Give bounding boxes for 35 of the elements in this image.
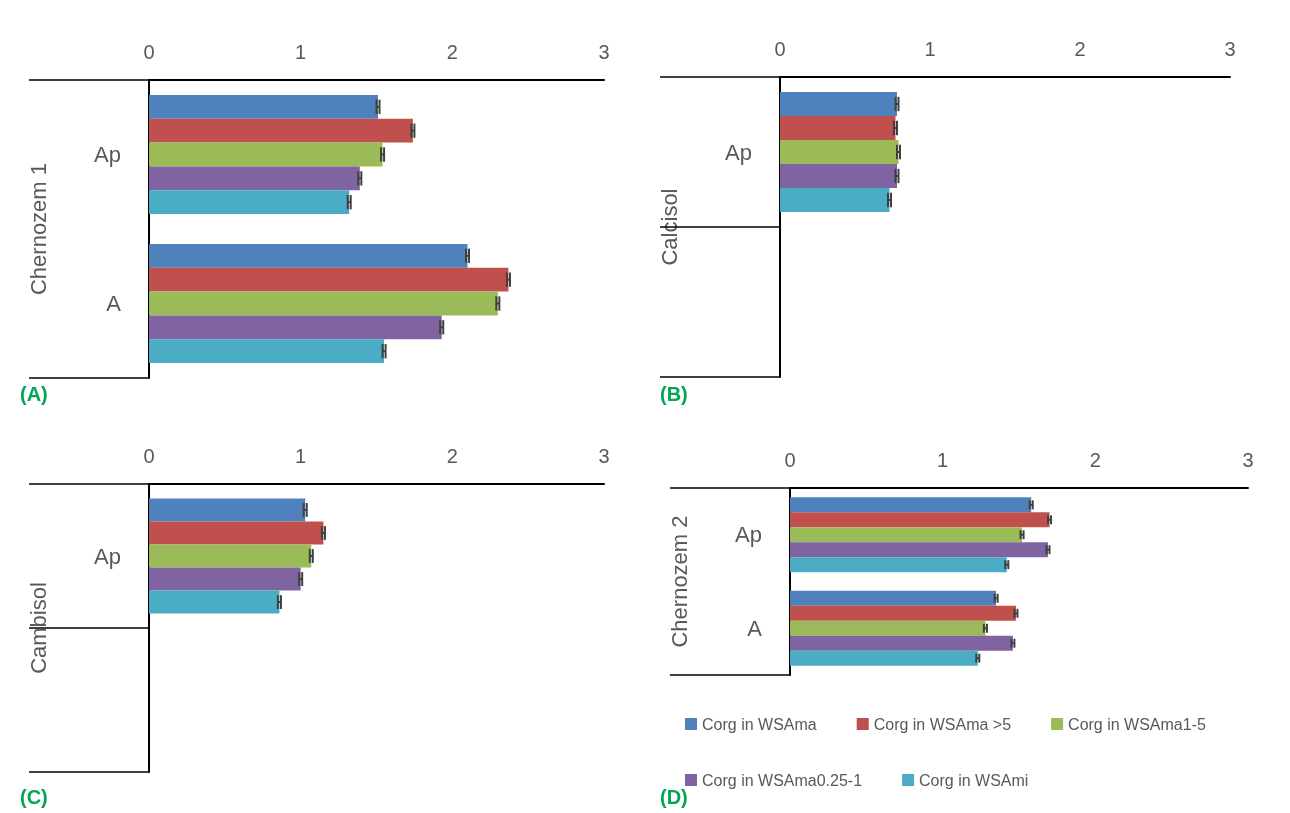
x-tick-label: 3 [1242,449,1254,471]
y-tick-label: Ap [94,142,121,167]
x-tick-label: 3 [598,41,610,63]
x-tick-label: 3 [598,445,610,467]
legend-label: Corg in WSAma >5 [873,715,1012,733]
y-tick-label: Ap [735,522,762,548]
y-tick-label: Ap [94,543,121,569]
x-tick-label: 0 [774,38,786,60]
x-tick-label: 1 [924,38,936,60]
text: (B) [660,383,688,405]
legend-label: Corg in WSAma0.25-1 [702,771,863,789]
legend-label: Corg in WSAmi [919,771,1029,789]
x-tick-label: 0 [143,445,155,467]
y-tick-label: Ap [725,139,752,165]
x-tick-label: 3 [1224,38,1236,60]
x-tick-label: 2 [1089,449,1101,471]
y-axis-title: Cambisol [25,582,51,674]
legend-label: Corg in WSAma [702,715,817,733]
x-tick-label: 2 [446,41,458,63]
y-tick-label: A [106,291,122,316]
legend-label: Corg in WSAma1-5 [1068,715,1206,733]
x-tick-label: 2 [1074,38,1086,60]
y-tick-label: A [747,615,763,641]
y-axis-title: Chernozem 2 [666,515,692,648]
text: (D) [660,786,688,808]
x-tick-label: 0 [143,41,155,63]
text: (A) [20,383,48,405]
x-tick-label: 1 [937,449,949,471]
x-tick-label: 1 [295,41,307,63]
x-tick-label: 1 [295,445,307,467]
text: (C) [20,786,48,808]
x-tick-label: 0 [784,449,796,471]
x-tick-label: 2 [446,445,458,467]
y-axis-title: Chernozem 1 [25,162,51,296]
y-axis-title: Calcisol [656,188,682,266]
